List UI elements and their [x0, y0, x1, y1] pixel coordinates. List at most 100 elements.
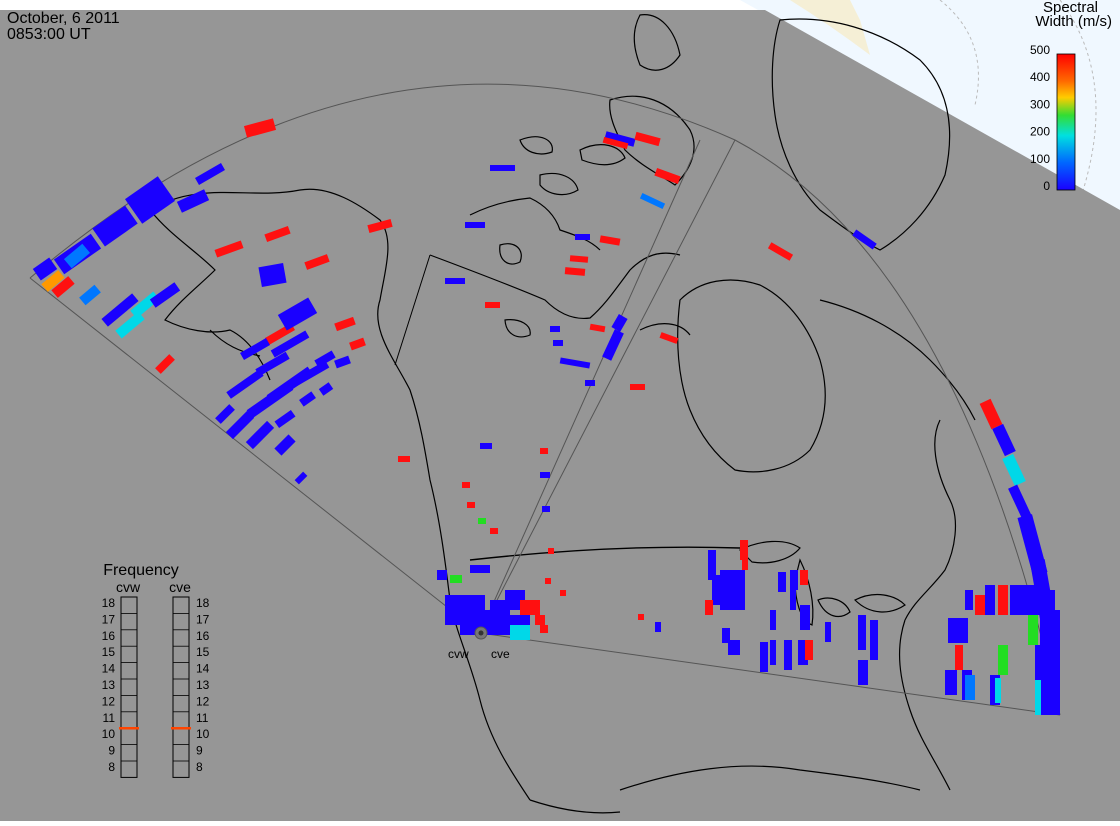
- frequency-scale-right: [172, 596, 190, 778]
- scatter-bin: [485, 302, 500, 308]
- scatter-bin: [585, 380, 595, 386]
- latitude-circle-2: [1059, 0, 1097, 201]
- scatter-bin: [545, 578, 551, 584]
- frequency-scale-label: 8: [196, 760, 203, 774]
- radar-label-cve: cve: [491, 647, 510, 661]
- scatter-bin: [805, 640, 813, 660]
- map-time: 0853:00 UT: [7, 26, 91, 43]
- scatter-bin: [304, 254, 330, 270]
- scatter-bin: [720, 570, 745, 610]
- frequency-scale-label: 9: [108, 744, 115, 758]
- frequency-title: Frequency: [103, 562, 179, 579]
- scatter-bin: [770, 640, 776, 665]
- frequency-scale-label: 9: [196, 744, 203, 758]
- frequency-scale-label: 12: [196, 694, 210, 708]
- frequency-scale-label: 17: [102, 612, 116, 626]
- scatter-bin: [654, 167, 681, 185]
- scatter-bin: [334, 316, 356, 332]
- scatter-bin: [437, 570, 447, 580]
- scatter-bin: [705, 600, 713, 615]
- scatter-bin: [708, 550, 716, 580]
- frequency-scale-label: 14: [102, 662, 116, 676]
- frequency-radar-right: cve: [169, 579, 191, 595]
- map-projection-area: [0, 10, 1120, 821]
- colorbar-tick-label: 100: [1030, 152, 1050, 166]
- scatter-bin: [63, 243, 91, 269]
- colorbar-title-line1: Spectral: [1043, 0, 1098, 16]
- scatter-bin: [639, 192, 666, 210]
- scatter-bin: [1040, 610, 1060, 650]
- scatter-bin: [478, 518, 486, 524]
- scatter-bin: [101, 293, 139, 327]
- scatter-bin: [542, 506, 550, 512]
- scatter-bin: [245, 420, 275, 450]
- frequency-scale-label: 11: [196, 711, 209, 725]
- scatter-bin: [540, 472, 550, 478]
- scatter-bin: [470, 565, 490, 573]
- scatter-bin: [998, 645, 1008, 675]
- scatter-bin: [32, 257, 58, 281]
- radar-site-center: [478, 630, 484, 636]
- colorbar-gradient: [1056, 53, 1076, 191]
- scatter-layer: [32, 118, 1060, 715]
- frequency-scale-label: 14: [196, 662, 210, 676]
- scatter-bin: [790, 570, 798, 590]
- scatter-bin: [225, 410, 255, 440]
- scatter-bin: [712, 575, 722, 605]
- scatter-bin: [540, 448, 548, 454]
- scatter-bin: [490, 528, 498, 534]
- scatter-bin: [858, 660, 868, 685]
- scatter-bin: [195, 163, 225, 185]
- frequency-scale-label: 15: [196, 645, 210, 659]
- scatter-bin: [270, 330, 310, 358]
- frequency-scale-label: 13: [196, 678, 210, 692]
- colorbar-tick-labels: 500 400 300 200 100 0: [1030, 43, 1050, 193]
- frequency-scale-label: 8: [108, 760, 115, 774]
- scatter-bin: [520, 600, 540, 615]
- scatter-bin: [155, 354, 175, 374]
- scatter-bin: [243, 118, 277, 138]
- scatter-bin: [258, 262, 287, 288]
- scatter-bin: [553, 340, 563, 346]
- frequency-scale-label: 13: [102, 678, 116, 692]
- scatter-bin: [778, 572, 786, 592]
- scatter-bin: [825, 622, 831, 642]
- scatter-bin: [800, 605, 810, 630]
- scatter-bin: [480, 443, 492, 449]
- scatter-bin: [965, 590, 973, 610]
- scatter-bin: [634, 131, 661, 147]
- frequency-scale-label: 16: [196, 629, 210, 643]
- scatter-bin: [274, 409, 296, 429]
- scatter-bin: [214, 240, 244, 258]
- scatter-bin: [945, 670, 957, 695]
- frequency-scale-left: [120, 596, 138, 778]
- scatter-bin: [462, 482, 470, 488]
- scatter-bin: [800, 570, 808, 585]
- scatter-bin: [264, 225, 291, 243]
- frequency-scale-label: 18: [102, 596, 116, 610]
- scatter-bin: [955, 645, 963, 670]
- scatter-bin: [979, 398, 1003, 430]
- scatter-bin: [1010, 585, 1040, 615]
- scatter-bin: [318, 382, 334, 396]
- scatter-bin: [1008, 484, 1032, 521]
- scatter-bin: [564, 267, 586, 276]
- scatter-bin: [599, 235, 621, 246]
- frequency-scale-label: 10: [196, 727, 210, 741]
- scatter-bin: [998, 585, 1008, 615]
- scatter-bin: [334, 355, 351, 369]
- scatter-bin: [948, 618, 968, 643]
- scatter-bin: [560, 590, 566, 596]
- scatter-bin: [294, 471, 308, 485]
- scatter-bin: [465, 222, 485, 228]
- scatter-bin: [870, 620, 878, 660]
- frequency-scale-label: 10: [102, 727, 116, 741]
- scatter-bin: [1002, 453, 1026, 487]
- scatter-bin: [589, 323, 606, 333]
- sea-ice-region: [790, 0, 870, 55]
- scatter-bin: [79, 284, 101, 306]
- scatter-bin: [450, 575, 462, 583]
- scatter-bin: [445, 278, 465, 284]
- frequency-scale-label: 16: [102, 629, 116, 643]
